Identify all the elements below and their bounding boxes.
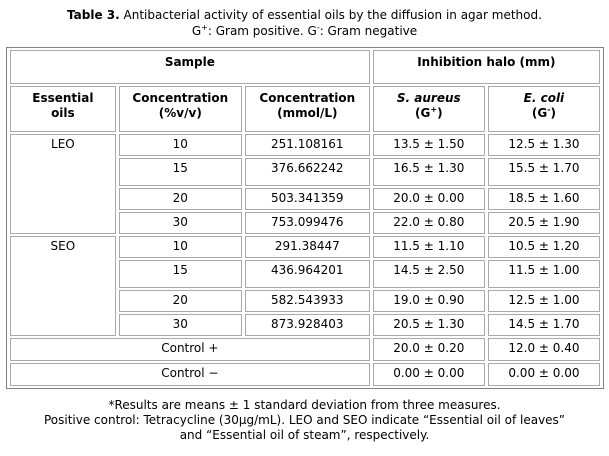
cell-leo-15-pct: 15 [118,158,242,186]
cell-leo-10-mmol: 251.108161 [244,134,370,156]
cell-seo-10-ecoli: 10.5 ± 1.20 [487,236,600,258]
caption-line2-end: : Gram negative [319,24,418,38]
results-table: Sample Inhibition halo (mm) Essential oil… [6,47,604,389]
caption-line2-mid: : Gram positive. G [207,24,317,38]
cell-control-positive-label: Control + [10,338,370,361]
table-row-leo-10: LEO 10 251.108161 13.5 ± 1.50 12.5 ± 1.3… [10,134,600,234]
cell-leo-10-saureus: 13.5 ± 1.50 [372,134,485,156]
e-coli-species-name: E. coli [523,91,565,105]
cell-leo-20-mmol: 503.341359 [244,188,370,210]
cell-seo-15-mmol: 436.964201 [244,260,370,288]
header-inhibition-halo: Inhibition halo (mm) [372,50,600,84]
cell-leo-30-pct: 30 [118,212,242,234]
cell-seo-30-ecoli: 14.5 ± 1.70 [487,314,600,336]
e-coli-gram-open: (G [531,106,548,120]
cell-leo-15-ecoli: 15.5 ± 1.70 [487,158,600,186]
cell-leo-20-pct: 20 [118,188,242,210]
footnote-line-1: *Results are means ± 1 standard deviatio… [108,398,501,412]
cell-leo-10-ecoli: 12.5 ± 1.30 [487,134,600,156]
e-coli-gram-close: ) [550,106,556,120]
gram-negative-sup: - [316,23,320,32]
table-row-seo-20: 20 582.543933 19.0 ± 0.90 12.5 ± 1.00 [10,290,600,312]
cell-leo-15-mmol: 376.662242 [244,158,370,186]
footnote-line-2: Positive control: Tetracycline (30µg/mL)… [43,413,566,427]
s-aureus-species-name: S. aureus [396,91,461,105]
cell-control-positive-saureus: 20.0 ± 0.20 [372,338,485,361]
cell-seo-10-saureus: 11.5 ± 1.10 [372,236,485,258]
s-aureus-gram-close: ) [437,106,443,120]
cell-leo-10-pct: 10 [118,134,242,156]
cell-leo-20-ecoli: 18.5 ± 1.60 [487,188,600,210]
cell-leo-30-saureus: 22.0 ± 0.80 [372,212,485,234]
cell-leo-30-mmol: 753.099476 [244,212,370,234]
cell-seo-10-pct: 10 [118,236,242,258]
header-conc-pct-line2: (%v/v) [158,106,202,120]
cell-leo-20-saureus: 20.0 ± 0.00 [372,188,485,210]
header-essential-oils-line1: Essential [32,91,94,105]
header-conc-mmol-line1: Concentration [259,91,356,105]
oil-label-leo: LEO [10,134,116,234]
cell-seo-20-pct: 20 [118,290,242,312]
table-row-group-headers: Sample Inhibition halo (mm) [10,50,600,84]
table-row-seo-30: 30 873.928403 20.5 ± 1.30 14.5 ± 1.70 [10,314,600,336]
table-footnote: *Results are means ± 1 standard deviatio… [0,398,609,443]
header-essential-oils: Essential oils [10,86,116,132]
e-coli-gram-sup: - [547,105,551,114]
table-row-seo-10: SEO 10 291.38447 11.5 ± 1.10 10.5 ± 1.20 [10,236,600,336]
table-row-leo-30: 30 753.099476 22.0 ± 0.80 20.5 ± 1.90 [10,212,600,234]
cell-control-negative-saureus: 0.00 ± 0.00 [372,363,485,386]
cell-seo-10-mmol: 291.38447 [244,236,370,258]
cell-seo-15-saureus: 14.5 ± 2.50 [372,260,485,288]
s-aureus-gram-sup: + [430,105,438,114]
oil-label-seo: SEO [10,236,116,336]
table-row-leo-15: 15 376.662242 16.5 ± 1.30 15.5 ± 1.70 [10,158,600,186]
cell-seo-20-mmol: 582.543933 [244,290,370,312]
cell-seo-20-saureus: 19.0 ± 0.90 [372,290,485,312]
header-concentration-pct: Concentration (%v/v) [118,86,242,132]
cell-control-positive-ecoli: 12.0 ± 0.40 [487,338,600,361]
footnote-line-3: and “Essential oil of steam”, respective… [179,428,430,442]
cell-seo-30-saureus: 20.5 ± 1.30 [372,314,485,336]
table-caption: Table 3. Antibacterial activity of essen… [0,0,609,39]
header-essential-oils-line2: oils [51,106,75,120]
s-aureus-gram-open: (G [415,106,431,120]
cell-seo-30-pct: 30 [118,314,242,336]
header-sample: Sample [10,50,370,84]
table-row-seo-15: 15 436.964201 14.5 ± 2.50 11.5 ± 1.00 [10,260,600,288]
cell-control-negative-label: Control − [10,363,370,386]
header-conc-pct-line1: Concentration [132,91,229,105]
cell-seo-15-pct: 15 [118,260,242,288]
table-row-control-positive: Control + 20.0 ± 0.20 12.0 ± 0.40 [10,338,600,361]
caption-table-number: Table 3. [67,8,120,22]
table-row-leo-20: 20 503.341359 20.0 ± 0.00 18.5 ± 1.60 [10,188,600,210]
caption-line-2: G+: Gram positive. G-: Gram negative [0,23,609,39]
cell-leo-30-ecoli: 20.5 ± 1.90 [487,212,600,234]
header-concentration-mmol: Concentration (mmol/L) [244,86,370,132]
caption-line-1: Table 3. Antibacterial activity of essen… [0,7,609,23]
table-row-control-negative: Control − 0.00 ± 0.00 0.00 ± 0.00 [10,363,600,386]
cell-control-negative-ecoli: 0.00 ± 0.00 [487,363,600,386]
cell-seo-15-ecoli: 11.5 ± 1.00 [487,260,600,288]
cell-seo-20-ecoli: 12.5 ± 1.00 [487,290,600,312]
header-s-aureus: S. aureus (G+) [372,86,485,132]
caption-title-text: Antibacterial activity of essential oils… [119,8,542,22]
cell-leo-15-saureus: 16.5 ± 1.30 [372,158,485,186]
gram-positive-sup: + [201,23,208,32]
table-row-column-headers: Essential oils Concentration (%v/v) Concen… [10,86,600,132]
cell-seo-30-mmol: 873.928403 [244,314,370,336]
header-conc-mmol-line2: (mmol/L) [277,106,338,120]
gram-positive-symbol: G [191,24,202,38]
header-e-coli: E. coli (G-) [487,86,600,132]
